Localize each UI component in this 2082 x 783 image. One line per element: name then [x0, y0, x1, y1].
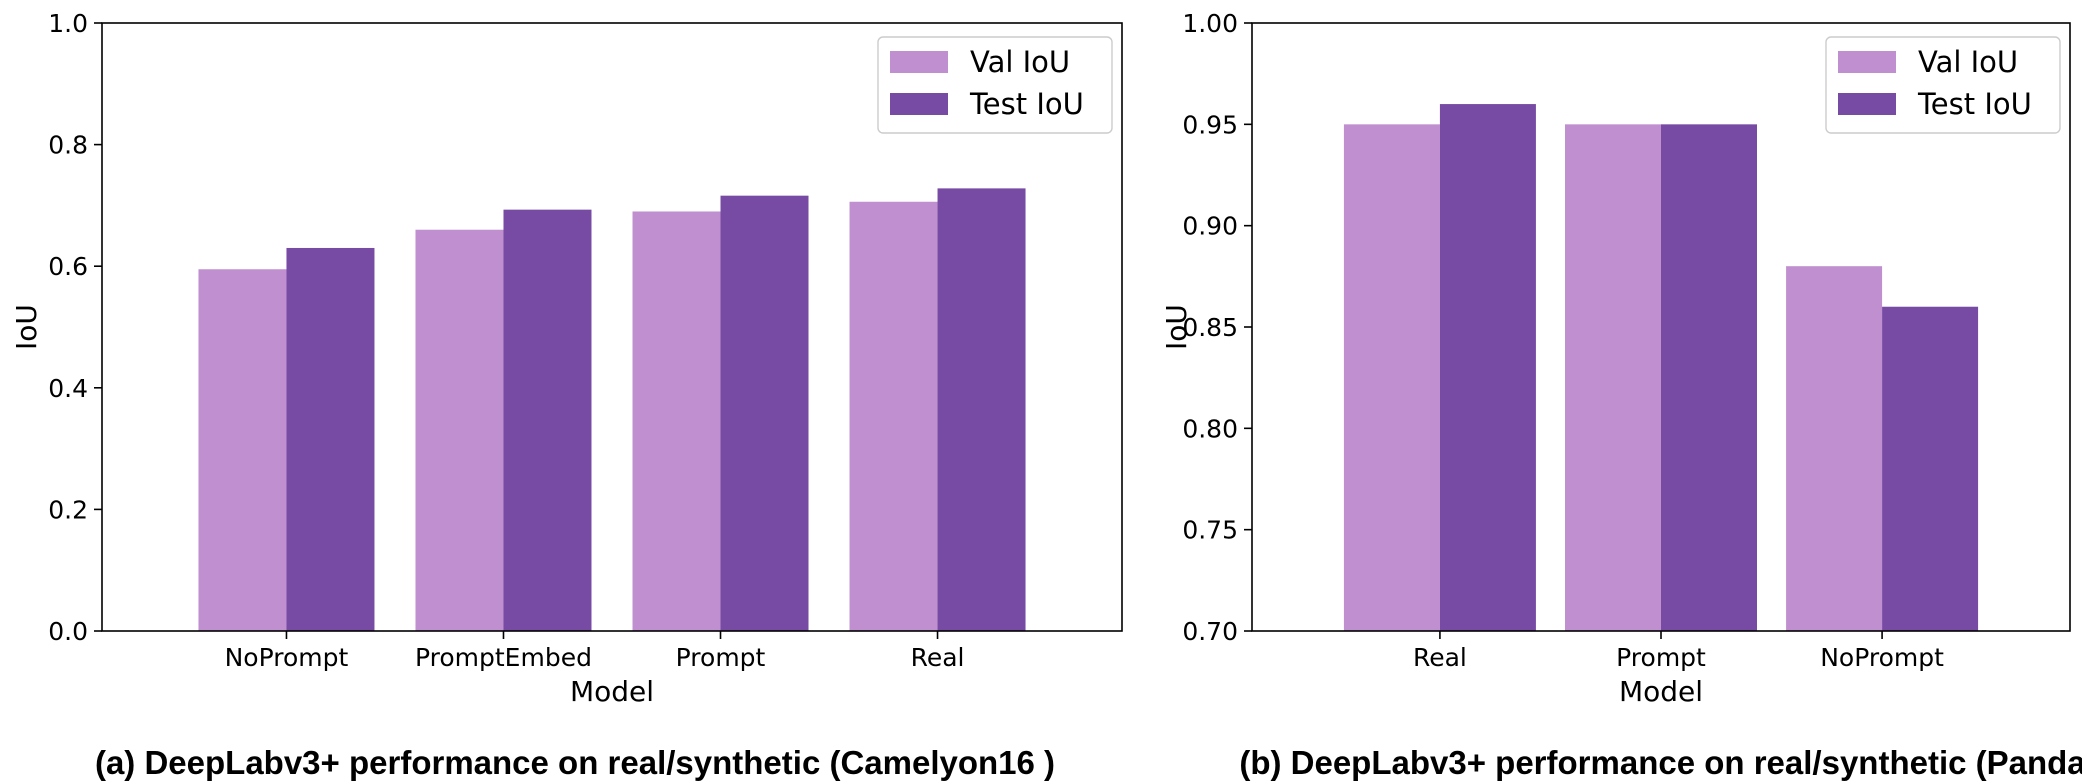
bar-test-iou-prompt [1661, 124, 1757, 631]
bar-val-iou-noprompt [1786, 266, 1883, 631]
legend-swatch-test-iou [890, 93, 948, 115]
x-axis-ticks: Real Prompt NoPrompt [1413, 631, 1944, 672]
bar-test-iou-promptembed [503, 209, 592, 631]
y-tick-label: 0.90 [1182, 212, 1238, 241]
bar-test-iou-prompt [720, 195, 809, 631]
x-axis-ticks: NoPrompt PromptEmbed Prompt Real [225, 631, 965, 672]
x-tick-label-noprompt: NoPrompt [1820, 643, 1944, 672]
bar-val-iou-prompt [632, 211, 721, 632]
legend: Val IoU Test IoU [877, 36, 1113, 134]
bar-test-iou-real [937, 188, 1026, 631]
x-axis-label: Model [570, 675, 654, 708]
x-tick-label-noprompt: NoPrompt [225, 643, 349, 672]
legend-label-val-iou: Val IoU [1918, 45, 2018, 79]
y-tick-label: 0.80 [1182, 414, 1238, 443]
y-tick-label: 0.75 [1182, 516, 1238, 545]
y-tick-label: 0.85 [1182, 313, 1238, 342]
legend-swatch-val-iou [1838, 51, 1896, 73]
legend-swatch-test-iou [1838, 93, 1896, 115]
y-tick-label: 1.0 [48, 9, 88, 38]
bar-val-iou-noprompt [198, 269, 287, 631]
caption: (a) DeepLabv3+ performance on real/synth… [95, 744, 1055, 781]
bars-group [1343, 104, 1979, 632]
y-axis-label: IoU [10, 304, 43, 350]
x-tick-label-prompt: Prompt [676, 643, 766, 672]
x-tick-label-real: Real [1413, 643, 1467, 672]
y-axis-ticks: 0.0 0.2 0.4 0.6 0.8 1.0 [48, 9, 102, 646]
x-tick-label-promptembed: PromptEmbed [415, 643, 592, 672]
chart-camelyon16: 0.0 0.2 0.4 0.6 0.8 1.0 NoPrompt PromptEmbed Pr… [10, 9, 1123, 781]
caption: (b) DeepLabv3+ performance on real/synth… [1239, 744, 2082, 781]
x-tick-label-prompt: Prompt [1616, 643, 1706, 672]
bar-test-iou-noprompt [286, 247, 375, 631]
x-axis-label: Model [1619, 675, 1703, 708]
y-tick-label: 0.70 [1182, 617, 1238, 646]
y-tick-label: 1.00 [1182, 9, 1238, 38]
y-tick-label: 0.6 [48, 252, 88, 281]
legend-label-test-iou: Test IoU [969, 87, 1084, 121]
y-tick-label: 0.95 [1182, 110, 1238, 139]
legend: Val IoU Test IoU [1825, 36, 2061, 134]
y-tick-label: 0.4 [48, 374, 88, 403]
legend-swatch-val-iou [890, 51, 948, 73]
bar-val-iou-promptembed [415, 229, 504, 631]
bar-test-iou-real [1439, 104, 1536, 632]
bar-test-iou-noprompt [1882, 306, 1979, 631]
legend-label-test-iou: Test IoU [1917, 87, 2032, 121]
y-tick-label: 0.0 [48, 617, 88, 646]
y-tick-label: 0.8 [48, 131, 88, 160]
bar-val-iou-prompt [1565, 124, 1661, 631]
y-axis-label: IoU [1160, 304, 1193, 350]
y-tick-label: 0.2 [48, 495, 88, 524]
legend-label-val-iou: Val IoU [970, 45, 1070, 79]
plot-frame [101, 22, 1123, 632]
x-tick-label-real: Real [911, 643, 965, 672]
y-axis-ticks: 0.70 0.75 0.80 0.85 0.90 0.95 1.00 [1182, 9, 1252, 646]
bars-group [198, 188, 1026, 632]
bar-val-iou-real [849, 201, 938, 631]
chart-panda: 0.70 0.75 0.80 0.85 0.90 0.95 1.00 Real Prompt N… [1160, 9, 2082, 781]
bar-val-iou-real [1343, 124, 1440, 631]
